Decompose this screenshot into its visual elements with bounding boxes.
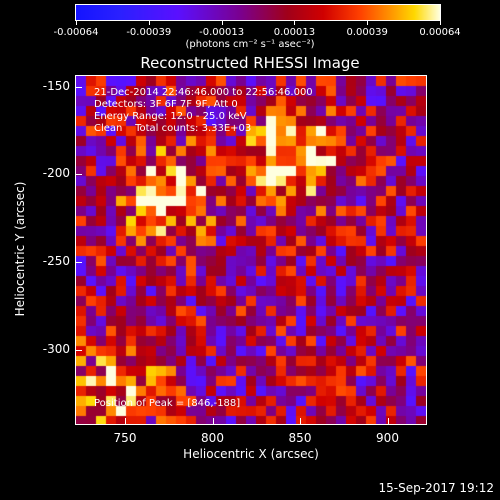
colorbar-tick	[440, 20, 441, 25]
colorbar-tick-label: -0.00013	[199, 27, 245, 38]
y-tick	[76, 350, 82, 352]
x-tick	[300, 418, 301, 424]
x-tick-label: 850	[288, 431, 312, 445]
y-tick	[76, 174, 82, 176]
y-tick-label: -300	[42, 342, 70, 357]
x-tick	[387, 418, 389, 424]
x-tick-label: 900	[376, 431, 399, 445]
y-tick-label: -200	[42, 166, 70, 181]
colorbar-tick	[221, 20, 223, 25]
colorbar-unit-label: (photons cm⁻² s⁻¹ asec⁻²)	[185, 39, 315, 50]
y-tick-label: -150	[42, 78, 70, 93]
plot-area	[75, 75, 427, 425]
y-tick	[76, 262, 82, 264]
y-tick-label: -250	[42, 254, 70, 269]
colorbar-tick-label: 0.00039	[346, 27, 388, 38]
x-tick-label: 750	[113, 431, 137, 445]
colorbar	[75, 4, 441, 21]
colorbar-tick	[367, 20, 369, 25]
detectors-annotation: Detectors: 3F 6F 7F 9F, Att 0	[94, 99, 238, 110]
y-axis-title: Heliocentric Y (arcsec)	[13, 181, 27, 317]
plot-title: Reconstructed RHESSI Image	[140, 54, 360, 72]
x-tick-label: 800	[201, 431, 224, 445]
colorbar-tick-label: 0.00013	[273, 27, 316, 38]
x-tick	[212, 418, 214, 424]
colorbar-tick-label: -0.00039	[126, 27, 172, 38]
time-range-annotation: 21-Dec-2014 22:46:46.000 to 22:56:46.000	[94, 87, 313, 98]
colorbar-tick	[76, 20, 77, 25]
colorbar-tick	[294, 20, 296, 25]
x-tick	[125, 418, 126, 424]
x-axis-title: Heliocentric X (arcsec)	[183, 447, 319, 461]
colorbar-tick-label: -0.00064	[53, 27, 99, 38]
clean-counts-annotation: Clean Total counts: 3.33E+03	[94, 123, 252, 134]
heatmap-image	[76, 76, 426, 424]
y-tick	[76, 86, 82, 88]
peak-position-annotation: Position of Peak = [846,-188]	[94, 398, 241, 409]
timestamp: 15-Sep-2017 19:12	[378, 481, 494, 495]
colorbar-tick-label: 0.00064	[419, 27, 461, 38]
colorbar-tick	[148, 20, 150, 25]
energy-range-annotation: Energy Range: 12.0 - 25.0 keV	[94, 111, 247, 122]
